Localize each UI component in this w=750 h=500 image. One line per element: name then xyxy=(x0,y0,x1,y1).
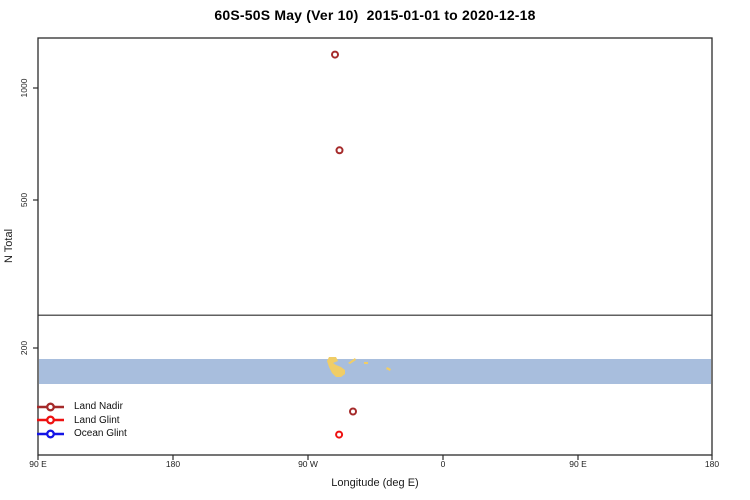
map-ocean-band xyxy=(39,359,711,384)
x-axis-label: Longitude (deg E) xyxy=(331,477,419,489)
plot-title: 60S-50S May (Ver 10) 2015-01-01 to 2020-… xyxy=(214,7,536,23)
data-point-land-nadir xyxy=(349,407,357,416)
x-tick-label-90e-left: 90 E xyxy=(29,459,47,469)
legend-item-ocean-glint: Ocean Glint xyxy=(36,427,127,441)
map-land-falklands xyxy=(348,358,356,364)
legend: Land Nadir Land Glint Ocean Glint xyxy=(36,400,127,441)
x-tick-label-0: 0 xyxy=(440,459,446,469)
map-land-speck xyxy=(364,362,368,364)
legend-item-land-glint: Land Glint xyxy=(36,414,127,428)
data-points-layer xyxy=(331,50,357,439)
x-tick-label-90w: 90 W xyxy=(298,459,318,469)
data-point-land-nadir xyxy=(331,50,339,59)
map-land-south-georgia xyxy=(386,367,391,371)
land-glint-marker-icon xyxy=(37,415,64,425)
land-nadir-marker-icon xyxy=(37,402,64,412)
plot-border xyxy=(37,37,713,456)
x-tick-label-90e-right: 90 E xyxy=(569,459,587,469)
map-land-patagonia xyxy=(327,357,345,377)
x-tick-label-180-left: 180 xyxy=(165,459,181,469)
legend-item-land-nadir: Land Nadir xyxy=(36,400,127,414)
legend-label-ocean-glint: Ocean Glint xyxy=(74,428,127,440)
x-tick-label-180-right: 180 xyxy=(704,459,720,469)
y-axis-ticks xyxy=(33,87,38,349)
legend-label-land-nadir: Land Nadir xyxy=(74,401,123,413)
ocean-glint-marker-icon xyxy=(37,429,64,439)
legend-label-land-glint: Land Glint xyxy=(74,414,120,426)
data-point-land-glint xyxy=(335,430,344,439)
data-point-land-nadir xyxy=(335,146,344,155)
x-axis-ticks xyxy=(37,455,713,460)
